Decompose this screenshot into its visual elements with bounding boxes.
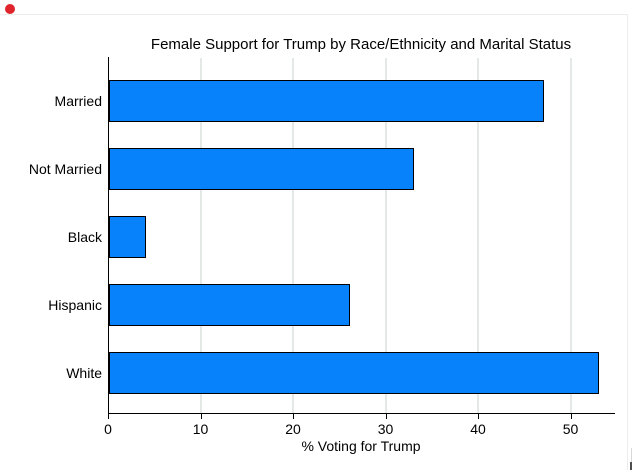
x-tick-label-10: 10 (192, 421, 209, 437)
bar-hispanic (109, 284, 350, 326)
category-label-not-married: Not Married (28, 161, 102, 177)
x-tick-label-30: 30 (377, 421, 394, 437)
x-tick-label-40: 40 (470, 421, 486, 437)
bar-not-married (109, 148, 414, 190)
pane-top-border (0, 14, 628, 15)
x-tick-0 (108, 414, 109, 419)
x-tick-20 (293, 414, 294, 419)
text-caret (631, 448, 632, 462)
x-tick-50 (570, 414, 572, 419)
text-caret-tip (630, 462, 632, 470)
category-label-married: Married (54, 93, 102, 109)
x-tick-label-0: 0 (104, 421, 112, 437)
x-tick-30 (385, 414, 387, 419)
gridline-40 (477, 58, 479, 413)
click-marker-dot (5, 4, 15, 14)
gridline-10 (199, 58, 202, 413)
category-label-hispanic: Hispanic (48, 297, 102, 313)
x-tick-label-50: 50 (562, 421, 579, 437)
category-label-white: White (66, 365, 102, 381)
gridline-20 (292, 58, 294, 413)
x-tick-10 (200, 414, 202, 419)
x-axis-line (108, 413, 615, 414)
x-axis-title: % Voting for Trump (301, 438, 421, 454)
gridline-30 (384, 58, 387, 413)
pane-right-border (627, 14, 628, 470)
y-axis-line (108, 57, 109, 414)
bar-married (109, 80, 544, 122)
bar-white (109, 352, 599, 394)
x-tick-40 (478, 414, 479, 419)
x-tick-label-20: 20 (285, 421, 301, 437)
category-label-black: Black (67, 229, 102, 245)
bar-black (109, 216, 146, 258)
chart-title: Female Support for Trump by Race/Ethnici… (150, 36, 572, 53)
gridline-50 (569, 58, 572, 413)
